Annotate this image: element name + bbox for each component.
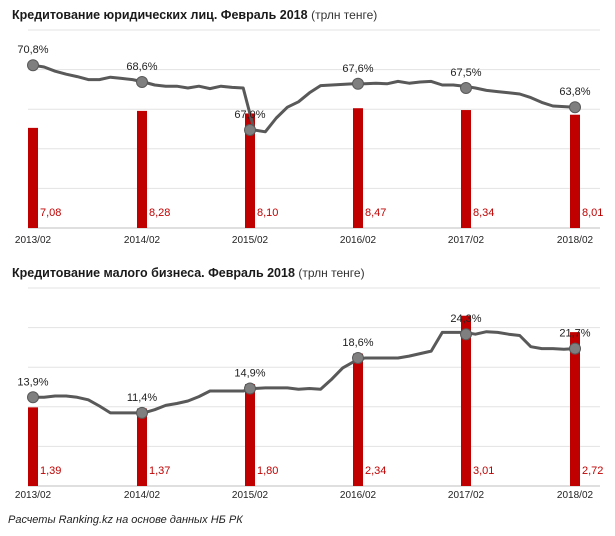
share-pct-label: 18,6% <box>342 337 373 349</box>
share-pct-label: 70,8% <box>17 44 48 56</box>
bar-value-label: 7,08 <box>40 207 61 219</box>
bar <box>570 114 580 228</box>
chart-2: 1,39 1,37 1,80 2,34 3,01 2,72 13,9% 11,4% 14,9% 1… <box>15 287 603 501</box>
share-marker <box>27 59 39 72</box>
chart-2-unit: (трлн тенге) <box>298 266 365 280</box>
chart-2-title-text: Кредитование малого бизнеса. Февраль 201… <box>12 266 295 280</box>
bar-value-label: 1,37 <box>149 465 170 477</box>
bar <box>461 315 471 486</box>
share-marker <box>27 391 39 404</box>
share-marker <box>460 328 472 341</box>
share-marker <box>569 342 581 355</box>
share-line <box>33 330 576 415</box>
bar-value-label: 1,39 <box>40 465 61 477</box>
share-line <box>32 63 576 134</box>
share-marker <box>460 82 472 94</box>
bar <box>28 407 38 486</box>
x-tick-label: 2016/02 <box>340 490 377 501</box>
chart-1: 7,08 8,28 8,10 8,47 8,34 8,01 70,8% 68,6% 67,0% 6… <box>15 29 603 246</box>
bar-value-label: 8,28 <box>149 207 170 219</box>
bar <box>570 332 580 486</box>
bar-value-label: 1,80 <box>257 465 278 477</box>
x-tick-label: 2018/02 <box>557 490 594 501</box>
chart-1-title: Кредитование юридических лиц. Февраль 20… <box>12 8 377 22</box>
bar-value-label: 2,72 <box>582 465 603 477</box>
share-marker <box>244 382 256 395</box>
x-tick-label: 2013/02 <box>15 490 52 501</box>
bar-value-label: 8,34 <box>473 207 494 219</box>
bar <box>353 108 363 228</box>
bar <box>137 110 147 228</box>
footnote: Расчеты Ranking.kz на основе данных НБ Р… <box>8 514 243 526</box>
chart-1-title-text: Кредитование юридических лиц. Февраль 20… <box>12 8 308 22</box>
share-pct-label: 24,3% <box>450 313 481 325</box>
x-tick-label: 2017/02 <box>448 235 485 246</box>
share-marker <box>136 76 148 88</box>
x-tick-label: 2013/02 <box>15 235 52 246</box>
bar <box>245 113 255 228</box>
bar-value-label: 3,01 <box>473 465 494 477</box>
share-marker <box>352 77 364 90</box>
share-pct-label: 67,0% <box>234 109 265 121</box>
x-tick-label: 2017/02 <box>448 490 485 501</box>
x-tick-label: 2014/02 <box>124 235 161 246</box>
share-marker <box>244 124 256 136</box>
share-pct-label: 63,8% <box>559 86 590 98</box>
share-pct-label: 67,6% <box>342 63 373 75</box>
share-marker <box>352 351 364 364</box>
share-pct-label: 68,6% <box>126 61 157 73</box>
bar-value-label: 2,34 <box>365 465 386 477</box>
share-pct-label: 21,7% <box>559 328 590 340</box>
share-pct-label: 11,4% <box>127 392 158 404</box>
chart-2-title: Кредитование малого бизнеса. Февраль 201… <box>12 266 365 280</box>
chart-1-unit: (трлн тенге) <box>311 8 378 22</box>
bar-value-label: 8,01 <box>582 207 603 219</box>
bar-value-label: 8,47 <box>365 207 386 219</box>
x-tick-label: 2014/02 <box>124 490 161 501</box>
share-marker <box>136 406 148 419</box>
bar <box>353 353 363 486</box>
bar-value-label: 8,10 <box>257 207 278 219</box>
bar <box>461 110 471 228</box>
share-pct-label: 67,5% <box>450 67 481 79</box>
share-pct-label: 13,9% <box>17 376 48 388</box>
x-tick-label: 2016/02 <box>340 235 377 246</box>
share-marker <box>569 101 581 114</box>
x-tick-label: 2018/02 <box>557 235 594 246</box>
bar <box>245 384 255 486</box>
x-tick-label: 2015/02 <box>232 235 269 246</box>
share-pct-label: 14,9% <box>234 368 265 380</box>
bar <box>28 127 38 228</box>
bar <box>137 408 147 486</box>
x-tick-label: 2015/02 <box>232 490 269 501</box>
